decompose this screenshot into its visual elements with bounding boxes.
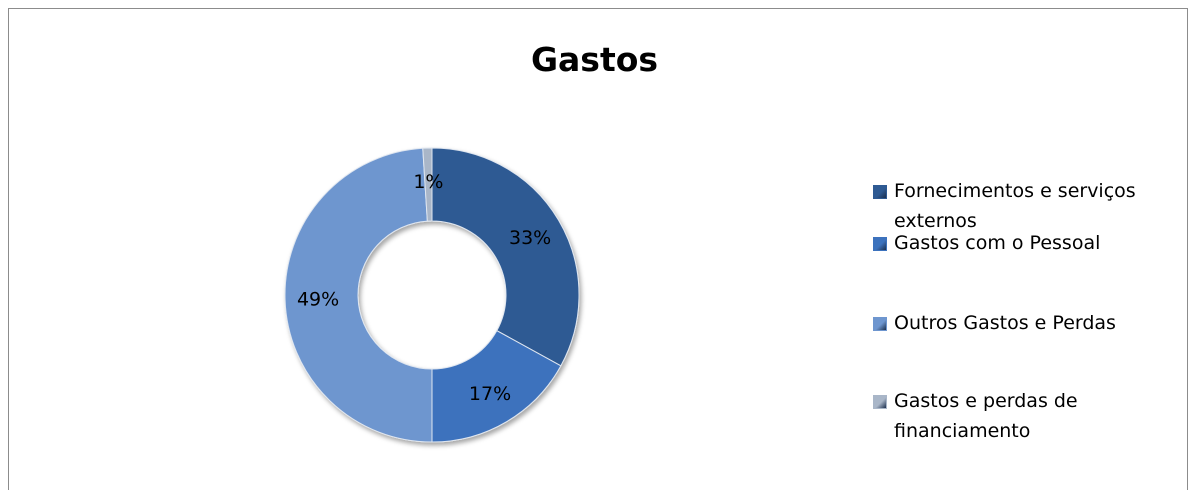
legend-swatch-0 <box>873 185 887 199</box>
legend-label: Gastos e perdas de financiamento <box>894 386 1184 446</box>
data-label: 49% <box>297 289 339 311</box>
legend-label: Outros Gastos e Perdas <box>894 308 1184 338</box>
doughnut-slice <box>422 147 433 222</box>
doughnut-slice <box>284 147 433 443</box>
doughnut-slice <box>431 147 580 367</box>
legend-label-line: Gastos com o Pessoal <box>894 232 1101 254</box>
legend-label-line: Fornecimentos e serviços <box>894 180 1136 202</box>
data-label: 33% <box>509 227 551 249</box>
legend-swatch-1 <box>873 237 887 251</box>
legend-swatch-3 <box>873 395 887 409</box>
legend-label-line: Gastos e perdas de <box>894 390 1078 412</box>
chart-title: Gastos <box>530 40 659 79</box>
legend-label-line: Outros Gastos e Perdas <box>894 312 1116 334</box>
data-label: 17% <box>469 383 511 405</box>
data-label: 1% <box>413 171 443 193</box>
legend-swatch-2 <box>873 317 887 331</box>
legend-label: Gastos com o Pessoal <box>894 228 1184 258</box>
legend-label-line: financiamento <box>894 420 1031 442</box>
legend-label-line: externos <box>894 210 977 232</box>
legend-label: Fornecimentos e serviços externos <box>894 176 1184 236</box>
chart-frame <box>8 8 1188 490</box>
